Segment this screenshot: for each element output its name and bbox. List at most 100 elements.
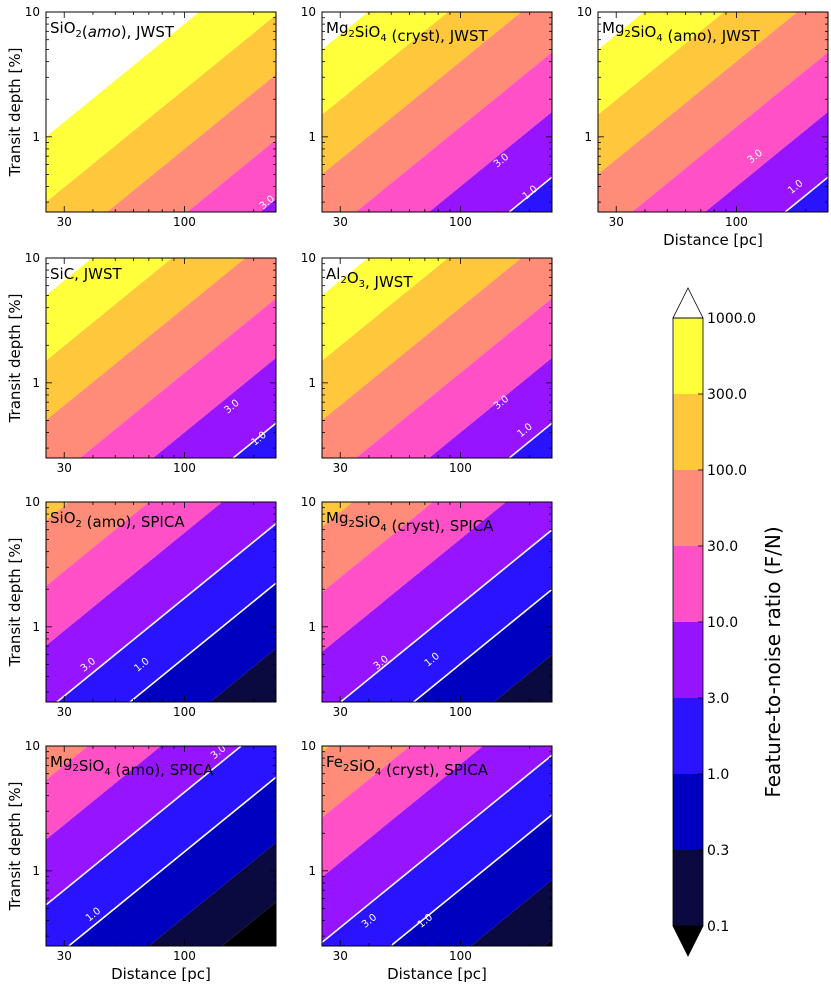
title-part: 2 <box>72 763 78 774</box>
title-part: (amo), SPICA <box>111 761 214 779</box>
contour-fills <box>598 12 828 212</box>
colorbar-segment <box>673 394 703 470</box>
band-3 <box>322 746 410 818</box>
title-part: ), JWST <box>121 23 175 41</box>
y-tick-label: 10 <box>301 739 316 753</box>
band-8 <box>470 879 552 946</box>
x-axis-label: Distance [pc] <box>663 231 763 249</box>
y-axis-label: Transit depth [%] <box>6 538 24 668</box>
ticks <box>322 11 552 212</box>
contour-line-3-0 <box>507 422 552 458</box>
title-part: amo <box>88 23 121 41</box>
panel-title: Mg2SiO4 (amo), SPICA <box>50 753 214 779</box>
y-tick-label: 1 <box>308 130 316 144</box>
contour-line-3-0 <box>231 422 276 458</box>
ticks <box>598 11 828 212</box>
contour-line-3-0 <box>783 176 828 212</box>
colorbar-tick-label: 1000.0 <box>707 311 756 327</box>
title-part: 2 <box>76 519 82 530</box>
y-tick-label: 10 <box>301 495 316 509</box>
title-part: SiO <box>79 757 105 775</box>
colorbar-segment <box>673 850 703 926</box>
band-8 <box>493 654 552 702</box>
title-part: 2 <box>624 29 630 40</box>
band-2 <box>46 258 246 421</box>
title-part: 3 <box>359 279 365 290</box>
colorbar-segment <box>673 546 703 622</box>
ticks <box>46 257 276 458</box>
band-3 <box>598 12 828 212</box>
ticks <box>46 11 276 212</box>
x-tick-label: 30 <box>333 215 348 229</box>
x-tick-label: 100 <box>173 461 196 475</box>
x-tick-label: 30 <box>609 215 624 229</box>
x-tick-label: 30 <box>333 949 348 963</box>
title-part: Mg <box>602 19 624 37</box>
title-part: 2 <box>340 275 346 286</box>
colorbar-tick-label: 100.0 <box>707 463 747 479</box>
x-tick-label: 100 <box>173 949 196 963</box>
contour-line-3-0 <box>322 754 552 944</box>
y-tick-label: 1 <box>308 376 316 390</box>
band-5 <box>322 746 552 943</box>
ticks <box>46 745 276 946</box>
panel-title: Mg2SiO4 (amo), JWST <box>602 19 760 45</box>
axes-frame <box>321 745 553 947</box>
title-part: (cryst), JWST <box>387 27 489 45</box>
title-part: 2 <box>348 519 354 530</box>
title-part: Mg <box>50 753 72 771</box>
x-axis-label: Distance [pc] <box>387 965 487 983</box>
y-tick-label: 1 <box>32 620 40 634</box>
colorbar-tick-label: 30.0 <box>707 539 738 555</box>
band-4 <box>355 298 552 458</box>
title-part: , JWST <box>365 273 413 291</box>
colorbar-label: Feature-to-noise ratio (F/N) <box>761 526 785 797</box>
y-tick-label: 1 <box>32 376 40 390</box>
band-5 <box>260 199 276 212</box>
contour-line-3-0 <box>339 528 552 702</box>
contour-fills <box>322 12 552 212</box>
panel-title: Al2O3, JWST <box>326 265 413 291</box>
title-part: (cryst), SPICA <box>387 517 494 535</box>
band-8 <box>210 648 276 702</box>
axes-frame <box>45 11 277 213</box>
axes-frame <box>45 501 277 703</box>
x-tick-label: 100 <box>725 215 748 229</box>
contour-line-3-0 <box>55 522 276 702</box>
title-part: SiO <box>631 23 657 41</box>
contour-fills <box>322 233 831 483</box>
ticks <box>322 501 552 702</box>
contour-line-1-0 <box>389 813 552 946</box>
colorbar-tick-label: 0.3 <box>707 843 729 859</box>
band-4 <box>355 52 552 212</box>
title-part: 2 <box>348 29 354 40</box>
contour-line-3-0 <box>46 746 243 906</box>
x-tick-label: 100 <box>449 949 472 963</box>
title-part: Fe <box>326 753 343 771</box>
colorbar-tick-label: 0.1 <box>707 919 729 935</box>
x-tick-label: 30 <box>333 461 348 475</box>
band-2 <box>46 14 276 212</box>
contour-fills <box>46 12 276 212</box>
x-tick-label: 30 <box>57 949 72 963</box>
y-tick-label: 1 <box>32 864 40 878</box>
title-part: SiO <box>50 509 76 527</box>
band-8 <box>632 233 831 483</box>
colorbar-segment <box>673 774 703 850</box>
title-part: 4 <box>104 767 110 778</box>
colorbar-segment <box>673 318 703 394</box>
title-part: 2 <box>343 763 349 774</box>
panel-title: Mg2SiO4 (cryst), SPICA <box>326 509 494 535</box>
axes-frame <box>321 11 553 213</box>
band-5 <box>46 502 276 702</box>
colorbar-tick-label: 300.0 <box>707 387 747 403</box>
x-tick-label: 100 <box>173 705 196 719</box>
